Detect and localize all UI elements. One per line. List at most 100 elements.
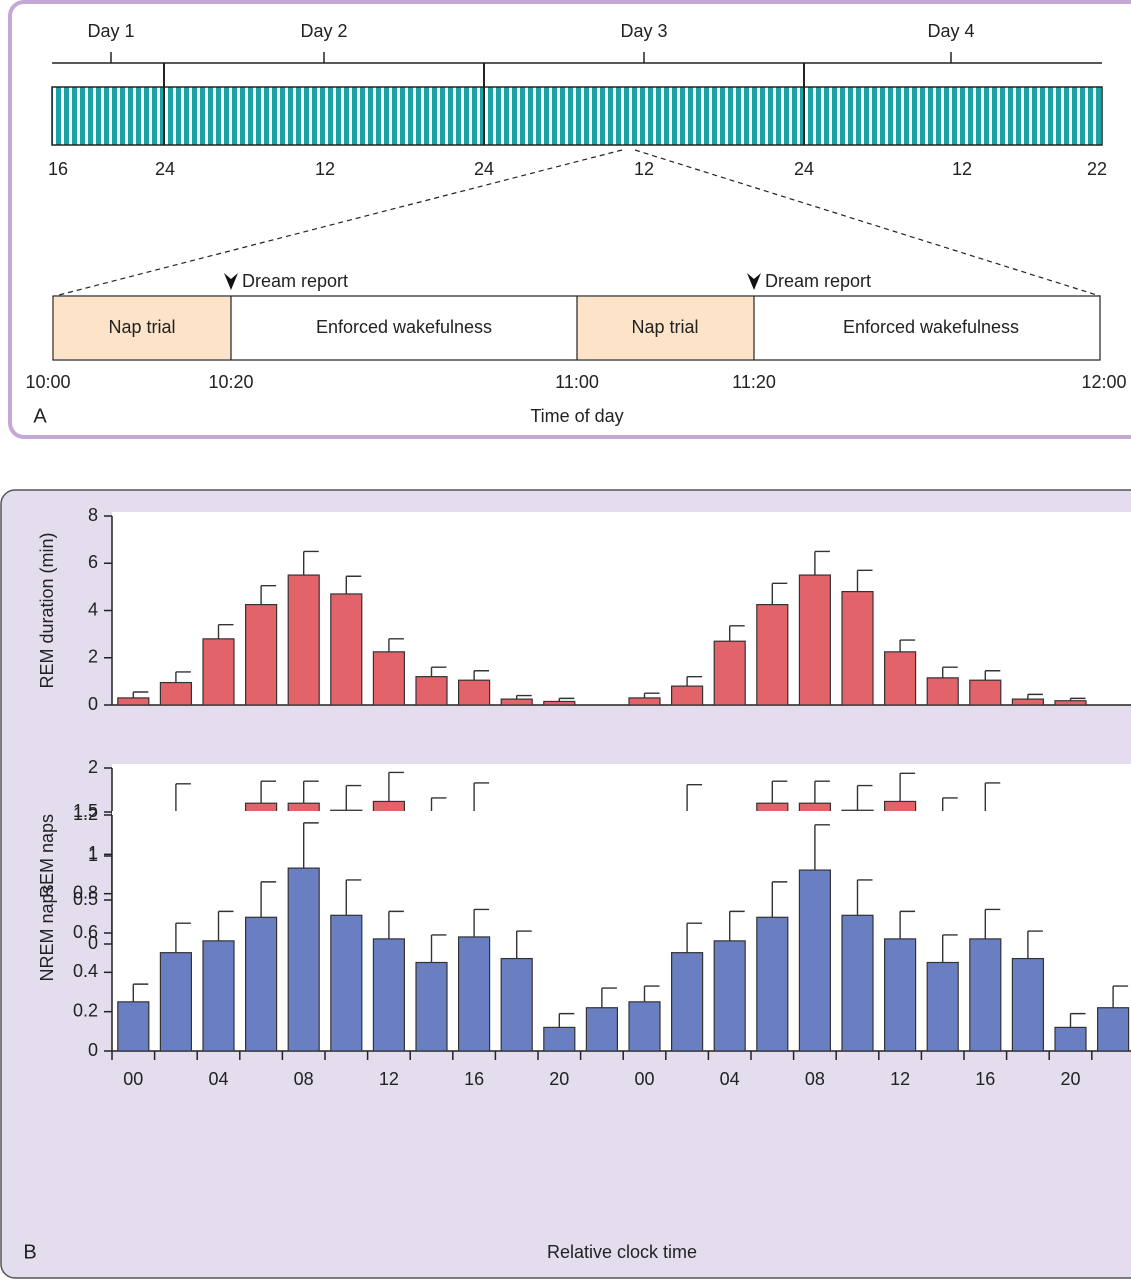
x-tick-label: 04: [208, 1069, 228, 1089]
error-bar: [175, 922, 191, 953]
error-bar: [558, 1012, 575, 1028]
bar: [500, 698, 533, 706]
bar: [798, 869, 832, 1052]
error-bar: [856, 879, 873, 916]
error-bar: [175, 671, 191, 683]
nap-label: Nap trial: [108, 317, 175, 337]
day-label: Day 2: [300, 21, 347, 41]
error-bar: [345, 784, 362, 811]
panel-label: A: [33, 405, 47, 427]
error-bar: [473, 908, 490, 937]
x-tick-label: 04: [720, 1069, 740, 1089]
y-axis-title: NREM naps: [37, 884, 57, 981]
bar: [969, 938, 1002, 1052]
bar: [713, 940, 746, 1052]
error-bar: [686, 922, 703, 953]
y-tick-label: 2: [88, 647, 98, 667]
error-bar: [601, 987, 617, 1008]
report-arrow: [224, 273, 238, 290]
day-dividers: [163, 63, 805, 145]
y-tick-label: 0: [88, 694, 98, 714]
x-tick-label: 12: [379, 1069, 399, 1089]
error-bar: [1112, 985, 1129, 1008]
bar: [969, 679, 1002, 706]
error-bar: [771, 881, 788, 918]
error-bar: [856, 784, 873, 811]
y-tick-label: 0.8: [73, 882, 98, 902]
bar: [1011, 698, 1045, 706]
error-bar: [814, 824, 830, 871]
x-axis-title: Time of day: [530, 406, 623, 426]
y-tick-label: 0: [88, 933, 98, 953]
plot-area: [112, 811, 1131, 1051]
y-tick-label: 2: [88, 757, 98, 777]
bar: [883, 651, 917, 706]
error-bar: [899, 772, 916, 802]
day-label: Day 4: [927, 21, 974, 41]
bar: [159, 952, 192, 1052]
hour-label: 24: [474, 159, 494, 179]
y-tick-label: 0.6: [73, 922, 98, 942]
error-bar: [1069, 1012, 1086, 1028]
bar: [670, 685, 704, 706]
report-arrow: [747, 273, 761, 290]
zoom-lines: [54, 149, 1101, 297]
bar: [245, 916, 278, 1052]
error-bar: [942, 666, 958, 678]
error-bar: [984, 908, 1001, 939]
error-bar: [899, 910, 916, 939]
y-tick-label: 0.4: [73, 961, 98, 981]
error-bar: [771, 582, 788, 605]
bar: [330, 593, 363, 706]
bar: [117, 1001, 150, 1052]
bar: [841, 590, 874, 706]
x-tick-label: 00: [123, 1069, 143, 1089]
report-label: Dream report: [242, 271, 348, 291]
error-bar: [771, 780, 788, 804]
error-bar: [1027, 693, 1043, 700]
day-label: Day 3: [620, 21, 667, 41]
hour-label: 24: [155, 159, 175, 179]
bar: [202, 638, 235, 706]
time-label: 11:20: [732, 372, 776, 392]
error-bar: [643, 985, 660, 1002]
error-bar: [388, 910, 404, 939]
bar: [543, 1026, 576, 1052]
error-bar: [303, 822, 319, 869]
bar: [585, 1007, 619, 1052]
bar: [372, 651, 405, 706]
error-bar: [303, 550, 319, 576]
error-bar: [132, 983, 149, 1002]
error-bar: [260, 584, 277, 605]
bar: [628, 1001, 661, 1052]
x-tick-label: 12: [890, 1069, 910, 1089]
bar: [841, 914, 874, 1052]
bar: [415, 676, 448, 706]
bar: [287, 867, 320, 1052]
day-ticks: [110, 52, 952, 63]
y-tick-label: 0.2: [73, 1000, 98, 1020]
hour-label: 12: [634, 159, 654, 179]
schedule-bar: [51, 86, 1103, 146]
plot-area: [112, 512, 1131, 705]
bar: [245, 603, 278, 706]
wake-label: Enforced wakefulness: [316, 317, 492, 337]
x-tick-label: 08: [294, 1069, 314, 1089]
bar: [330, 914, 363, 1052]
error-bar: [388, 771, 404, 802]
bar: [372, 938, 405, 1052]
error-bar: [430, 934, 447, 963]
error-bar: [984, 670, 1001, 681]
nap-block: [577, 297, 754, 359]
bar: [287, 574, 320, 706]
error-bar: [729, 910, 745, 941]
time-label: 12:00: [1081, 372, 1126, 392]
bar: [883, 938, 917, 1052]
error-bar: [856, 569, 873, 592]
wake-label: Enforced wakefulness: [843, 317, 1019, 337]
error-bar: [942, 934, 958, 963]
nap-label: Nap trial: [631, 317, 698, 337]
error-bar: [303, 780, 319, 804]
error-bar: [814, 780, 830, 804]
charts: REM duration (min) 0 2 4 6 8 REM naps 0 0.5 1 1.5 2…: [37, 505, 1131, 1262]
